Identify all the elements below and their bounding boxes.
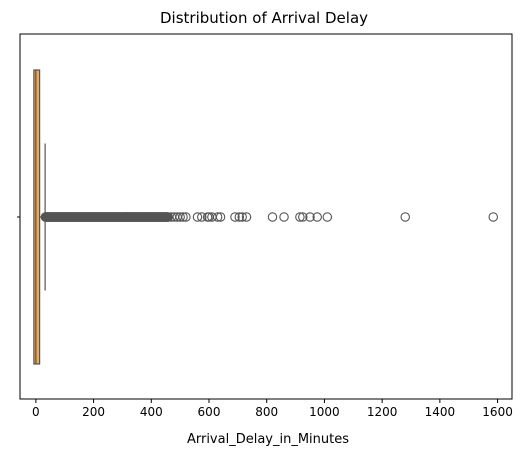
outlier-point — [212, 212, 223, 222]
outlier-point — [178, 212, 188, 222]
outlier-point — [197, 212, 207, 222]
x-tick-label: 1400 — [425, 405, 456, 419]
outlier-point — [237, 212, 247, 222]
outlier-point — [312, 212, 322, 222]
outlier-point — [298, 212, 308, 222]
x-axis-label: Arrival_Delay_in_Minutes — [187, 432, 349, 447]
x-tick-label: 0 — [32, 405, 40, 419]
x-axis: 0 200 400 600 800 1000 1200 1400 1600 — [17, 33, 513, 419]
box-body — [33, 69, 41, 365]
outlier-point — [215, 212, 226, 222]
x-tick-label: 400 — [140, 405, 163, 419]
outlier-point — [322, 212, 333, 222]
outlier-point — [192, 212, 203, 222]
outlier-point — [400, 212, 410, 222]
outlier-point — [181, 212, 191, 222]
x-tick-label: 1000 — [309, 405, 340, 419]
plot-area — [33, 69, 498, 365]
x-tick-label: 800 — [255, 405, 278, 419]
x-tick-label: 1600 — [482, 405, 513, 419]
outlier-point — [241, 212, 252, 222]
outlier-point — [279, 212, 289, 222]
outlier-point — [305, 212, 315, 222]
x-tick-label: 600 — [198, 405, 221, 419]
x-tick-label: 200 — [82, 405, 105, 419]
outlier-point — [295, 212, 305, 222]
chart-title: Distribution of Arrival Delay — [160, 9, 368, 27]
outlier-point — [267, 212, 278, 222]
outlier-point — [175, 212, 185, 222]
outlier-point — [488, 212, 498, 222]
outlier-point — [230, 212, 240, 222]
outlier-point — [234, 212, 245, 222]
x-tick-label: 1200 — [367, 405, 398, 419]
